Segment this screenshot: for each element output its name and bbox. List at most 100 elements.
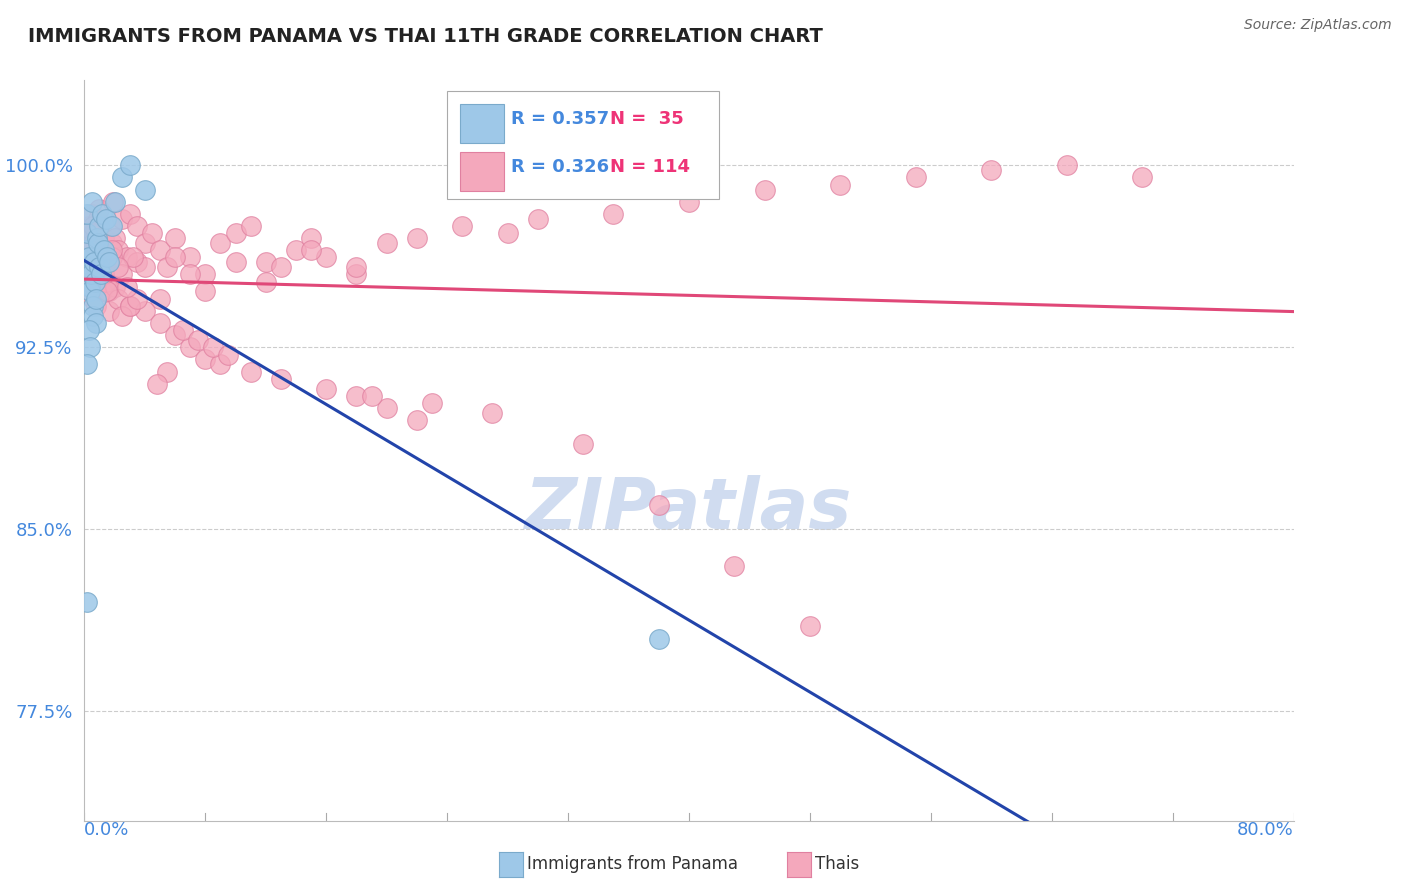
- Point: [100, 235, 122, 250]
- Point: [375, 401, 398, 415]
- Point: [239, 365, 262, 379]
- Point: [111, 211, 134, 226]
- Point: [91, 207, 114, 221]
- FancyBboxPatch shape: [460, 104, 503, 143]
- Point: [270, 372, 292, 386]
- Point: [94, 255, 117, 269]
- Point: [496, 226, 519, 240]
- Point: [194, 285, 217, 299]
- Point: [80, 268, 103, 282]
- Point: [118, 299, 141, 313]
- Point: [572, 437, 595, 451]
- Point: [134, 260, 156, 275]
- Point: [84, 243, 107, 257]
- Point: [225, 255, 247, 269]
- Point: [89, 219, 111, 233]
- Point: [187, 333, 209, 347]
- Point: [77, 323, 100, 337]
- Point: [97, 285, 120, 299]
- Point: [97, 304, 120, 318]
- Point: [194, 352, 217, 367]
- Point: [1056, 158, 1078, 172]
- Point: [156, 260, 179, 275]
- Point: [678, 194, 700, 209]
- Point: [86, 316, 108, 330]
- Text: Thais: Thais: [815, 855, 859, 873]
- Point: [179, 268, 201, 282]
- Point: [87, 255, 110, 269]
- Point: [299, 231, 322, 245]
- Point: [101, 194, 124, 209]
- Point: [149, 243, 172, 257]
- Point: [87, 211, 110, 226]
- Point: [723, 558, 745, 573]
- Point: [360, 389, 382, 403]
- Point: [179, 340, 201, 354]
- Point: [115, 251, 138, 265]
- Text: 80.0%: 80.0%: [1237, 821, 1294, 838]
- Point: [87, 260, 110, 275]
- Point: [76, 595, 98, 609]
- Point: [201, 340, 224, 354]
- Point: [1132, 170, 1154, 185]
- Point: [91, 285, 114, 299]
- Point: [799, 619, 821, 633]
- Point: [107, 260, 129, 275]
- Point: [90, 251, 112, 265]
- Point: [648, 498, 671, 512]
- Point: [420, 396, 443, 410]
- Point: [97, 255, 120, 269]
- Point: [127, 219, 149, 233]
- Point: [134, 304, 156, 318]
- Point: [84, 275, 107, 289]
- Text: Source: ZipAtlas.com: Source: ZipAtlas.com: [1244, 18, 1392, 32]
- Point: [80, 275, 103, 289]
- Text: 0.0%: 0.0%: [84, 821, 129, 838]
- Point: [451, 219, 474, 233]
- Point: [346, 389, 368, 403]
- Point: [141, 226, 163, 240]
- Point: [830, 178, 852, 192]
- Point: [89, 202, 111, 216]
- Point: [315, 251, 337, 265]
- Point: [406, 413, 429, 427]
- Point: [82, 309, 104, 323]
- Point: [111, 170, 134, 185]
- Point: [82, 235, 104, 250]
- Text: Immigrants from Panama: Immigrants from Panama: [527, 855, 738, 873]
- Point: [111, 268, 134, 282]
- Point: [209, 235, 232, 250]
- Point: [527, 211, 550, 226]
- Point: [77, 251, 100, 265]
- Point: [76, 226, 98, 240]
- Point: [93, 243, 115, 257]
- Point: [107, 292, 129, 306]
- Text: R = 0.326: R = 0.326: [512, 158, 609, 177]
- Point: [149, 292, 172, 306]
- Point: [118, 158, 141, 172]
- Point: [217, 348, 239, 362]
- Point: [82, 299, 104, 313]
- Point: [285, 243, 308, 257]
- Point: [194, 268, 217, 282]
- Text: IMMIGRANTS FROM PANAMA VS THAI 11TH GRADE CORRELATION CHART: IMMIGRANTS FROM PANAMA VS THAI 11TH GRAD…: [28, 27, 823, 45]
- Point: [93, 268, 115, 282]
- Point: [94, 211, 117, 226]
- Point: [602, 207, 624, 221]
- Text: N = 114: N = 114: [610, 158, 690, 177]
- Point: [96, 285, 118, 299]
- Point: [75, 243, 97, 257]
- Point: [481, 406, 503, 420]
- Point: [93, 231, 115, 245]
- Point: [86, 299, 108, 313]
- Point: [76, 207, 98, 221]
- Point: [165, 328, 187, 343]
- Point: [156, 365, 179, 379]
- Point: [76, 357, 98, 371]
- Point: [346, 268, 368, 282]
- Point: [115, 279, 138, 293]
- Point: [346, 260, 368, 275]
- Point: [77, 260, 100, 275]
- Point: [118, 299, 141, 313]
- Point: [121, 251, 143, 265]
